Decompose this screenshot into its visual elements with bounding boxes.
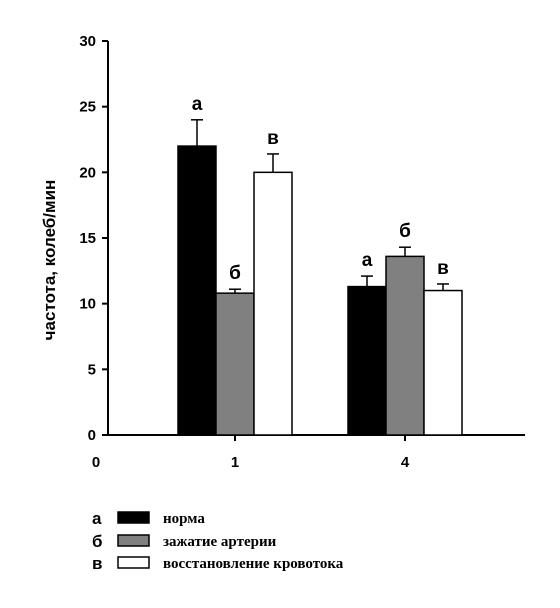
bar xyxy=(253,171,293,436)
y-tick-label: 5 xyxy=(88,361,96,378)
legend-swatch xyxy=(117,511,150,524)
x-tick-label: 1 xyxy=(231,454,239,471)
x-tick-label: 4 xyxy=(401,454,410,471)
bar-letter-label: в xyxy=(267,128,279,149)
y-tick-label: 10 xyxy=(79,296,96,313)
y-axis-label: частота, колеб/мин xyxy=(40,180,59,341)
y-tick-label: 0 xyxy=(88,427,96,444)
bar xyxy=(177,145,217,436)
y-tick-label: 25 xyxy=(79,99,96,116)
bar-letter-label: б xyxy=(399,221,411,242)
bar-letter-label: в xyxy=(437,258,449,279)
bar xyxy=(215,292,255,436)
legend-marker-letter: в xyxy=(92,554,102,573)
legend-marker-letter: б xyxy=(92,532,103,551)
legend-label: норма xyxy=(163,511,205,527)
legend-marker-letter: а xyxy=(92,509,102,528)
bar xyxy=(385,255,425,436)
bar-letter-label: а xyxy=(362,250,373,271)
bar-letter-label: а xyxy=(192,94,203,115)
y-tick-label: 15 xyxy=(79,230,96,247)
legend-swatch xyxy=(117,556,150,569)
bar xyxy=(423,289,463,436)
legend-swatch xyxy=(117,534,150,547)
bar xyxy=(347,285,387,436)
y-tick-label: 20 xyxy=(79,164,96,181)
legend-label: восстановление кровотока xyxy=(163,556,344,572)
bar-letter-label: б xyxy=(229,263,241,284)
legend-label: зажатие артерии xyxy=(163,534,277,550)
y-tick-label: 30 xyxy=(79,33,96,50)
x-origin-label: 0 xyxy=(92,454,100,471)
